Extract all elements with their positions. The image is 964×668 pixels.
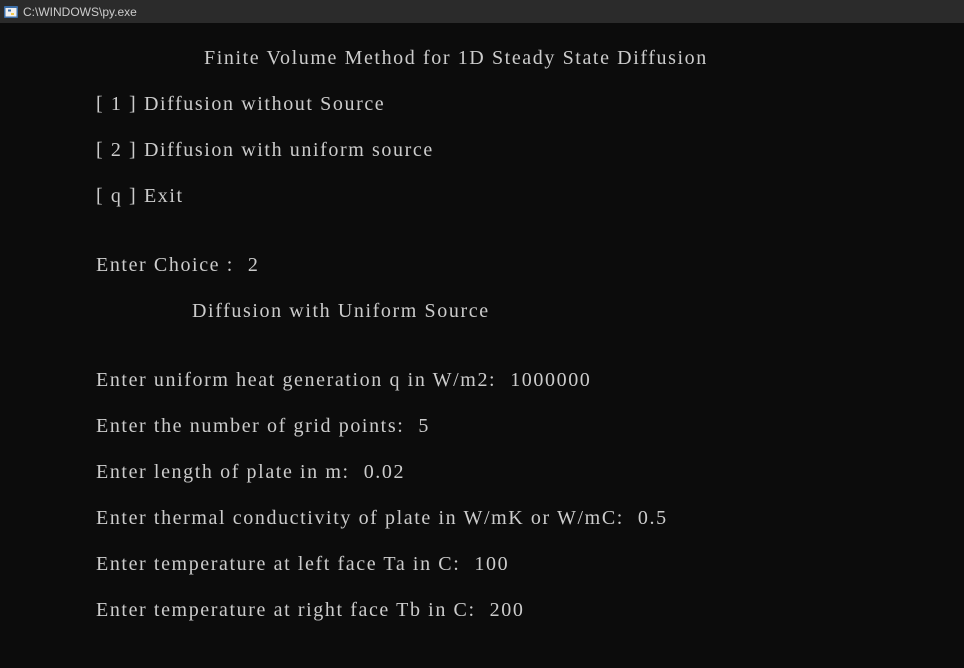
choice-line: Enter Choice : 2: [96, 253, 260, 277]
menu-item-label: Diffusion without Source: [143, 93, 386, 115]
input-value: 1000000: [510, 369, 592, 391]
menu-item-label: Diffusion with uniform source: [143, 139, 434, 161]
menu-item-key: [ 1 ]: [96, 93, 138, 115]
menu-item-key: [ q ]: [96, 185, 138, 207]
menu-item-exit: [ q ] Exit: [96, 184, 184, 208]
input-value: 100: [474, 553, 510, 575]
window-title: C:\WINDOWS\py.exe: [23, 4, 137, 19]
menu-item-label: Exit: [143, 185, 184, 207]
choice-prompt: Enter Choice :: [96, 254, 234, 276]
input-value: 0.5: [637, 507, 668, 529]
title-bar[interactable]: C:\WINDOWS\py.exe: [0, 0, 964, 23]
program-heading: Finite Volume Method for 1D Steady State…: [204, 47, 708, 69]
input-prompt: Enter thermal conductivity of plate in W…: [96, 507, 624, 529]
choice-value: 2: [247, 254, 260, 276]
input-prompt: Enter uniform heat generation q in W/m2:: [96, 369, 497, 391]
input-prompt: Enter temperature at right face Tb in C:: [96, 599, 476, 621]
input-value: 0.02: [363, 461, 406, 483]
input-line-heat-generation: Enter uniform heat generation q in W/m2:…: [96, 368, 591, 392]
input-value: 5: [418, 415, 430, 437]
menu-item-1: [ 1 ] Diffusion without Source: [96, 92, 385, 116]
section-heading: Diffusion with Uniform Source: [192, 300, 490, 322]
input-prompt: Enter temperature at left face Ta in C:: [96, 553, 461, 575]
input-prompt: Enter length of plate in m:: [96, 461, 350, 483]
console-output[interactable]: Finite Volume Method for 1D Steady State…: [0, 23, 964, 668]
menu-item-key: [ 2 ]: [96, 139, 138, 161]
menu-item-2: [ 2 ] Diffusion with uniform source: [96, 138, 434, 162]
python-console-icon: [4, 5, 18, 18]
input-line-plate-length: Enter length of plate in m: 0.02: [96, 460, 405, 484]
input-prompt: Enter the number of grid points:: [96, 415, 405, 437]
input-line-left-temperature: Enter temperature at left face Ta in C: 1…: [96, 552, 509, 576]
input-value: 200: [489, 599, 525, 621]
input-line-thermal-conductivity: Enter thermal conductivity of plate in W…: [96, 506, 668, 530]
input-line-grid-points: Enter the number of grid points: 5: [96, 414, 430, 438]
input-line-right-temperature: Enter temperature at right face Tb in C:…: [96, 598, 524, 622]
